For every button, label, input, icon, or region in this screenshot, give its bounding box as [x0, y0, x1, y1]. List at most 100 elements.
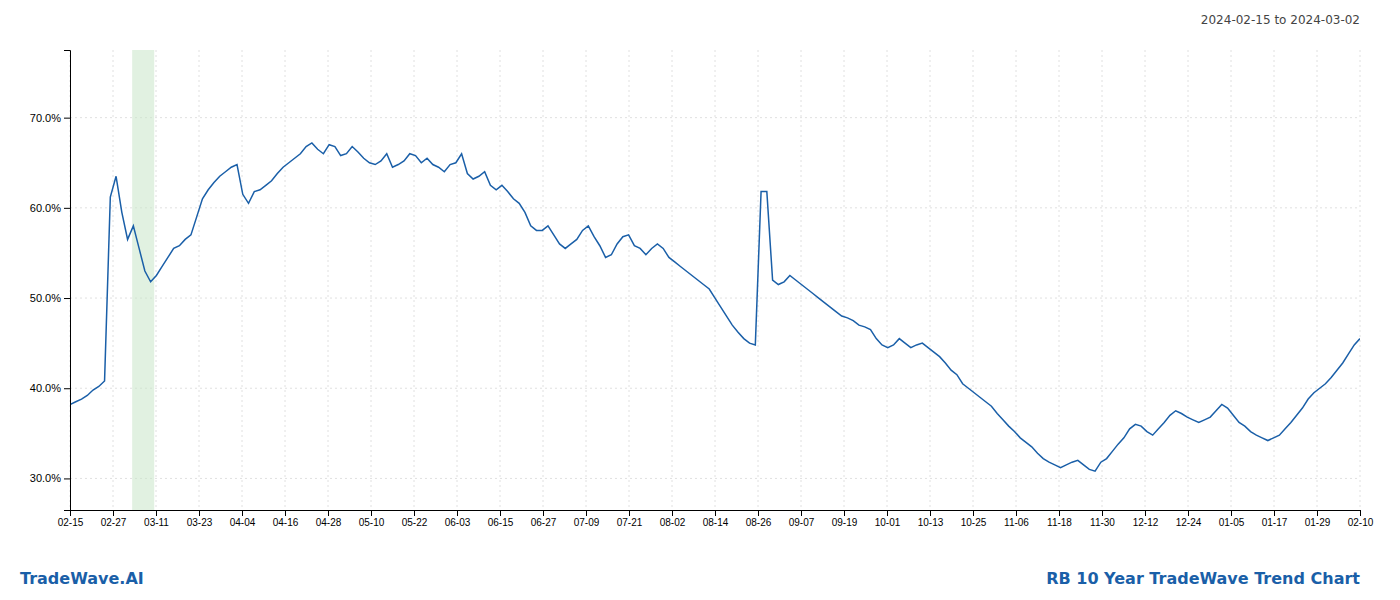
grid-line — [371, 50, 372, 510]
tick-label: 08-02 — [660, 517, 686, 528]
tick-label: 12-12 — [1133, 517, 1159, 528]
tick-label: 07-21 — [617, 517, 643, 528]
grid-line — [672, 50, 673, 510]
grid-line — [70, 117, 1360, 118]
tick: 07-09 — [574, 510, 600, 528]
tick-label: 60.0% — [30, 202, 61, 214]
tick-mark — [586, 510, 587, 516]
tick: 09-19 — [832, 510, 858, 528]
grid-line — [285, 50, 286, 510]
tick: 10-01 — [875, 510, 901, 528]
tick: 60.0% — [30, 202, 70, 214]
tick: 10-13 — [918, 510, 944, 528]
tick-label: 11-18 — [1047, 517, 1072, 528]
tick: 08-14 — [703, 510, 729, 528]
tick-label: 12-24 — [1176, 517, 1202, 528]
tick-label: 40.0% — [30, 382, 61, 394]
tick-label: 02-27 — [101, 517, 127, 528]
marks — [70, 50, 1360, 510]
tick-mark — [1102, 510, 1103, 516]
grid-line — [1059, 50, 1060, 510]
tick-label: 50.0% — [30, 292, 61, 304]
tick: 02-27 — [101, 510, 127, 528]
tick-mark — [887, 510, 888, 516]
tick-mark — [156, 510, 157, 516]
grid-line — [70, 207, 1360, 208]
tick-label: 02-15 — [58, 517, 84, 528]
grid-line — [1274, 50, 1275, 510]
tick-label: 30.0% — [30, 472, 61, 484]
tick-label: 10-25 — [961, 517, 987, 528]
tick-mark — [1317, 510, 1318, 516]
tick-label: 03-11 — [144, 517, 169, 528]
grid-line — [113, 50, 114, 510]
tick-mark — [973, 510, 974, 516]
tick: 01-29 — [1305, 510, 1331, 528]
tick-mark — [371, 510, 372, 516]
tick-label: 04-16 — [273, 517, 299, 528]
tick-label: 01-17 — [1262, 517, 1288, 528]
tick: 06-03 — [445, 510, 471, 528]
plot: 02-1502-2703-1103-2304-0404-1604-2805-10… — [30, 50, 1374, 528]
tick-mark — [64, 208, 70, 209]
tick: 11-30 — [1090, 510, 1115, 528]
tick: 50.0% — [30, 292, 70, 304]
grid-line — [1360, 50, 1361, 510]
tick: 40.0% — [30, 382, 70, 394]
tick-label: 03-23 — [187, 517, 213, 528]
grid-line — [70, 478, 1360, 479]
grid-line — [887, 50, 888, 510]
grid-line — [1231, 50, 1232, 510]
grid-line — [586, 50, 587, 510]
tick-label: 70.0% — [30, 112, 61, 124]
tick-mark — [285, 510, 286, 516]
tick-label: 06-03 — [445, 517, 471, 528]
tick-label: 08-26 — [746, 517, 772, 528]
tick: 05-22 — [402, 510, 428, 528]
tick: 02-10 — [1348, 510, 1374, 528]
grid-line — [844, 50, 845, 510]
grid-line — [930, 50, 931, 510]
grid-line — [1188, 50, 1189, 510]
subtitle: 2024-02-15 to 2024-03-02 — [1201, 13, 1360, 27]
tick-label: 06-27 — [531, 517, 557, 528]
grid-line — [543, 50, 544, 510]
tick-label: 09-07 — [789, 517, 815, 528]
tick: 07-21 — [617, 510, 643, 528]
tick-mark — [930, 510, 931, 516]
grid-line — [1145, 50, 1146, 510]
grid-line — [1102, 50, 1103, 510]
tick-label: 01-05 — [1219, 517, 1245, 528]
grid-line — [1016, 50, 1017, 510]
highlight-band — [132, 50, 154, 510]
tick-mark — [672, 510, 673, 516]
tick: 11-06 — [1004, 510, 1029, 528]
grid-line — [801, 50, 802, 510]
tick: 09-07 — [789, 510, 815, 528]
grid-line — [1317, 50, 1318, 510]
tick-mark — [328, 510, 329, 516]
tick-mark — [414, 510, 415, 516]
grid-line — [70, 388, 1360, 389]
annotation: TradeWave.AI — [20, 569, 144, 588]
tick-mark — [543, 510, 544, 516]
tick-label: 05-10 — [359, 517, 385, 528]
tick-mark — [1274, 510, 1275, 516]
grid-line — [414, 50, 415, 510]
chart: 02-1502-2703-1103-2304-0404-1604-2805-10… — [0, 0, 1400, 600]
tick-mark — [113, 510, 114, 516]
tick-mark — [844, 510, 845, 516]
tick-mark — [715, 510, 716, 516]
tick-mark — [1016, 510, 1017, 516]
tick: 01-05 — [1219, 510, 1245, 528]
tick: 02-15 — [58, 510, 84, 528]
tick: 05-10 — [359, 510, 385, 528]
tick-mark — [801, 510, 802, 516]
grid-line — [199, 50, 200, 510]
tick-mark — [64, 118, 70, 119]
tick-label: 04-28 — [316, 517, 342, 528]
tick-mark — [1188, 510, 1189, 516]
tick-mark — [242, 510, 243, 516]
tick-label: 06-15 — [488, 517, 514, 528]
tick-mark — [758, 510, 759, 516]
